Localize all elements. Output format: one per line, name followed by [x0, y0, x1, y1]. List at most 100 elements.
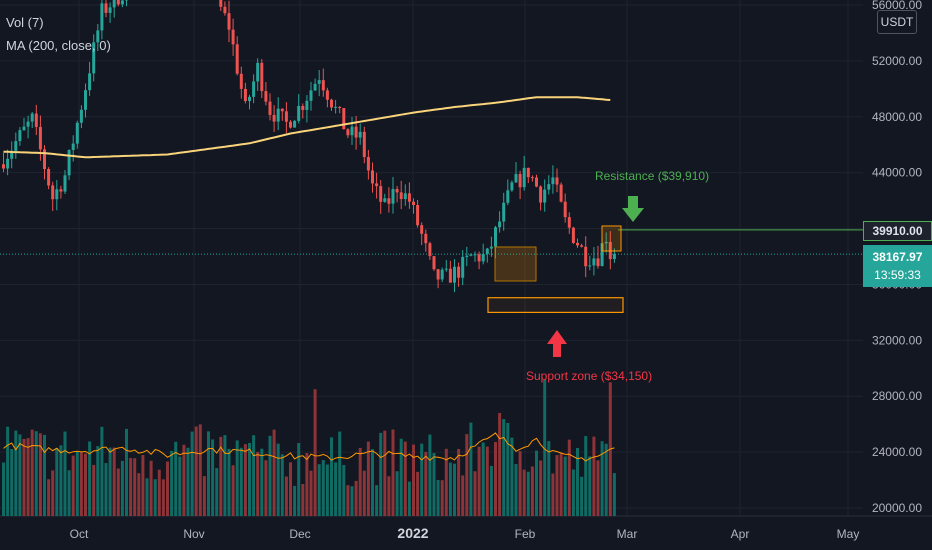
volume-bar — [506, 422, 510, 516]
volume-bar — [231, 465, 235, 516]
volume-bar — [256, 451, 260, 516]
consolidation-box — [494, 246, 537, 282]
volume-indicator-legend[interactable]: Vol (7) — [6, 15, 44, 30]
candle-body — [43, 149, 46, 170]
candle-body — [338, 106, 342, 109]
candle-body — [567, 217, 571, 228]
volume-bar — [358, 447, 362, 516]
candle-body — [100, 3, 104, 31]
volume-bar — [252, 435, 256, 516]
candle-body — [502, 202, 506, 222]
currency-button[interactable]: USDT — [877, 10, 917, 34]
candle-body — [38, 126, 42, 150]
candle-body — [498, 221, 502, 228]
volume-bar — [350, 486, 354, 516]
volume-bar — [448, 462, 452, 516]
candle-body — [75, 122, 79, 144]
candle-body — [375, 183, 379, 187]
volume-bar — [477, 446, 481, 516]
volume-bar — [153, 479, 157, 516]
volume-bar — [338, 431, 342, 516]
candle-body — [444, 268, 448, 270]
volume-bar — [264, 460, 268, 516]
candle-body — [362, 131, 366, 158]
x-tick-label: Oct — [70, 527, 89, 541]
candle-body — [313, 83, 317, 91]
candle-body — [412, 201, 415, 205]
candle-body — [63, 175, 67, 192]
candle-body — [276, 108, 280, 122]
volume-bar — [194, 426, 198, 516]
volume-bar — [51, 470, 55, 516]
volume-bar — [18, 434, 22, 516]
candle-body — [26, 121, 30, 127]
candle-body — [301, 105, 305, 110]
y-tick-label: 20000.00 — [872, 501, 922, 515]
volume-bar — [473, 471, 477, 516]
candle-body — [559, 184, 563, 202]
candle-body — [305, 100, 309, 110]
volume-bar — [161, 479, 165, 516]
volume-bar — [166, 461, 169, 516]
candle-body — [231, 29, 235, 45]
candle-body — [481, 253, 485, 262]
candle-body — [252, 81, 256, 97]
x-tick-label: Apr — [731, 527, 750, 541]
volume-bar — [395, 471, 399, 516]
ma-indicator-legend[interactable]: MA (200, close, 0) — [6, 38, 111, 53]
x-tick-label: Dec — [289, 527, 310, 541]
y-tick-label: 28000.00 — [872, 389, 922, 403]
volume-bar — [588, 456, 592, 516]
y-tick-label: 32000.00 — [872, 333, 922, 347]
volume-bar — [120, 460, 124, 516]
candle-body — [67, 149, 71, 176]
volume-bar — [321, 460, 325, 516]
candle-body — [14, 141, 18, 151]
candle-body — [407, 193, 411, 202]
volume-bar — [305, 453, 309, 516]
volume-bar — [444, 448, 448, 516]
volume-bar — [535, 450, 538, 516]
volume-bar — [436, 480, 440, 516]
candle-body — [539, 186, 543, 203]
candle-body — [428, 243, 432, 257]
candle-body — [334, 106, 338, 108]
candle-body — [10, 150, 14, 159]
volume-bar — [116, 468, 120, 516]
candle-body — [518, 174, 522, 188]
volume-bar — [498, 412, 502, 516]
volume-bar — [563, 456, 567, 516]
candle-body — [588, 265, 592, 267]
volume-bar — [227, 448, 231, 516]
candle-body — [346, 129, 350, 136]
x-axis[interactable]: Oct Nov Dec 2022 Feb Mar Apr May — [70, 525, 860, 541]
candle-body — [297, 105, 301, 121]
candle-body — [59, 189, 63, 192]
volume-bar — [219, 436, 223, 516]
volume-bar — [555, 455, 559, 516]
volume-bar — [584, 436, 588, 516]
x-tick-label: Feb — [515, 527, 536, 541]
volume-bar — [22, 438, 26, 516]
volume-bar — [198, 424, 202, 516]
volume-bar — [47, 479, 51, 516]
candle-body — [371, 170, 374, 184]
volume-bar — [301, 484, 305, 516]
candle-body — [416, 204, 420, 226]
candle-body — [391, 188, 395, 204]
candle-body — [596, 258, 600, 267]
candle-body — [612, 254, 616, 260]
volume-bar — [149, 460, 153, 516]
candle-body — [108, 7, 112, 13]
candle-body — [469, 254, 473, 256]
candle-body — [223, 6, 227, 14]
candle-body — [96, 30, 100, 43]
volume-bar — [55, 448, 59, 516]
y-tick-label: 48000.00 — [872, 110, 922, 124]
candle-body — [448, 268, 452, 283]
candle-body — [235, 44, 239, 74]
volume-bar — [14, 430, 18, 516]
candle-body — [358, 131, 362, 138]
volume-bar — [440, 480, 444, 516]
